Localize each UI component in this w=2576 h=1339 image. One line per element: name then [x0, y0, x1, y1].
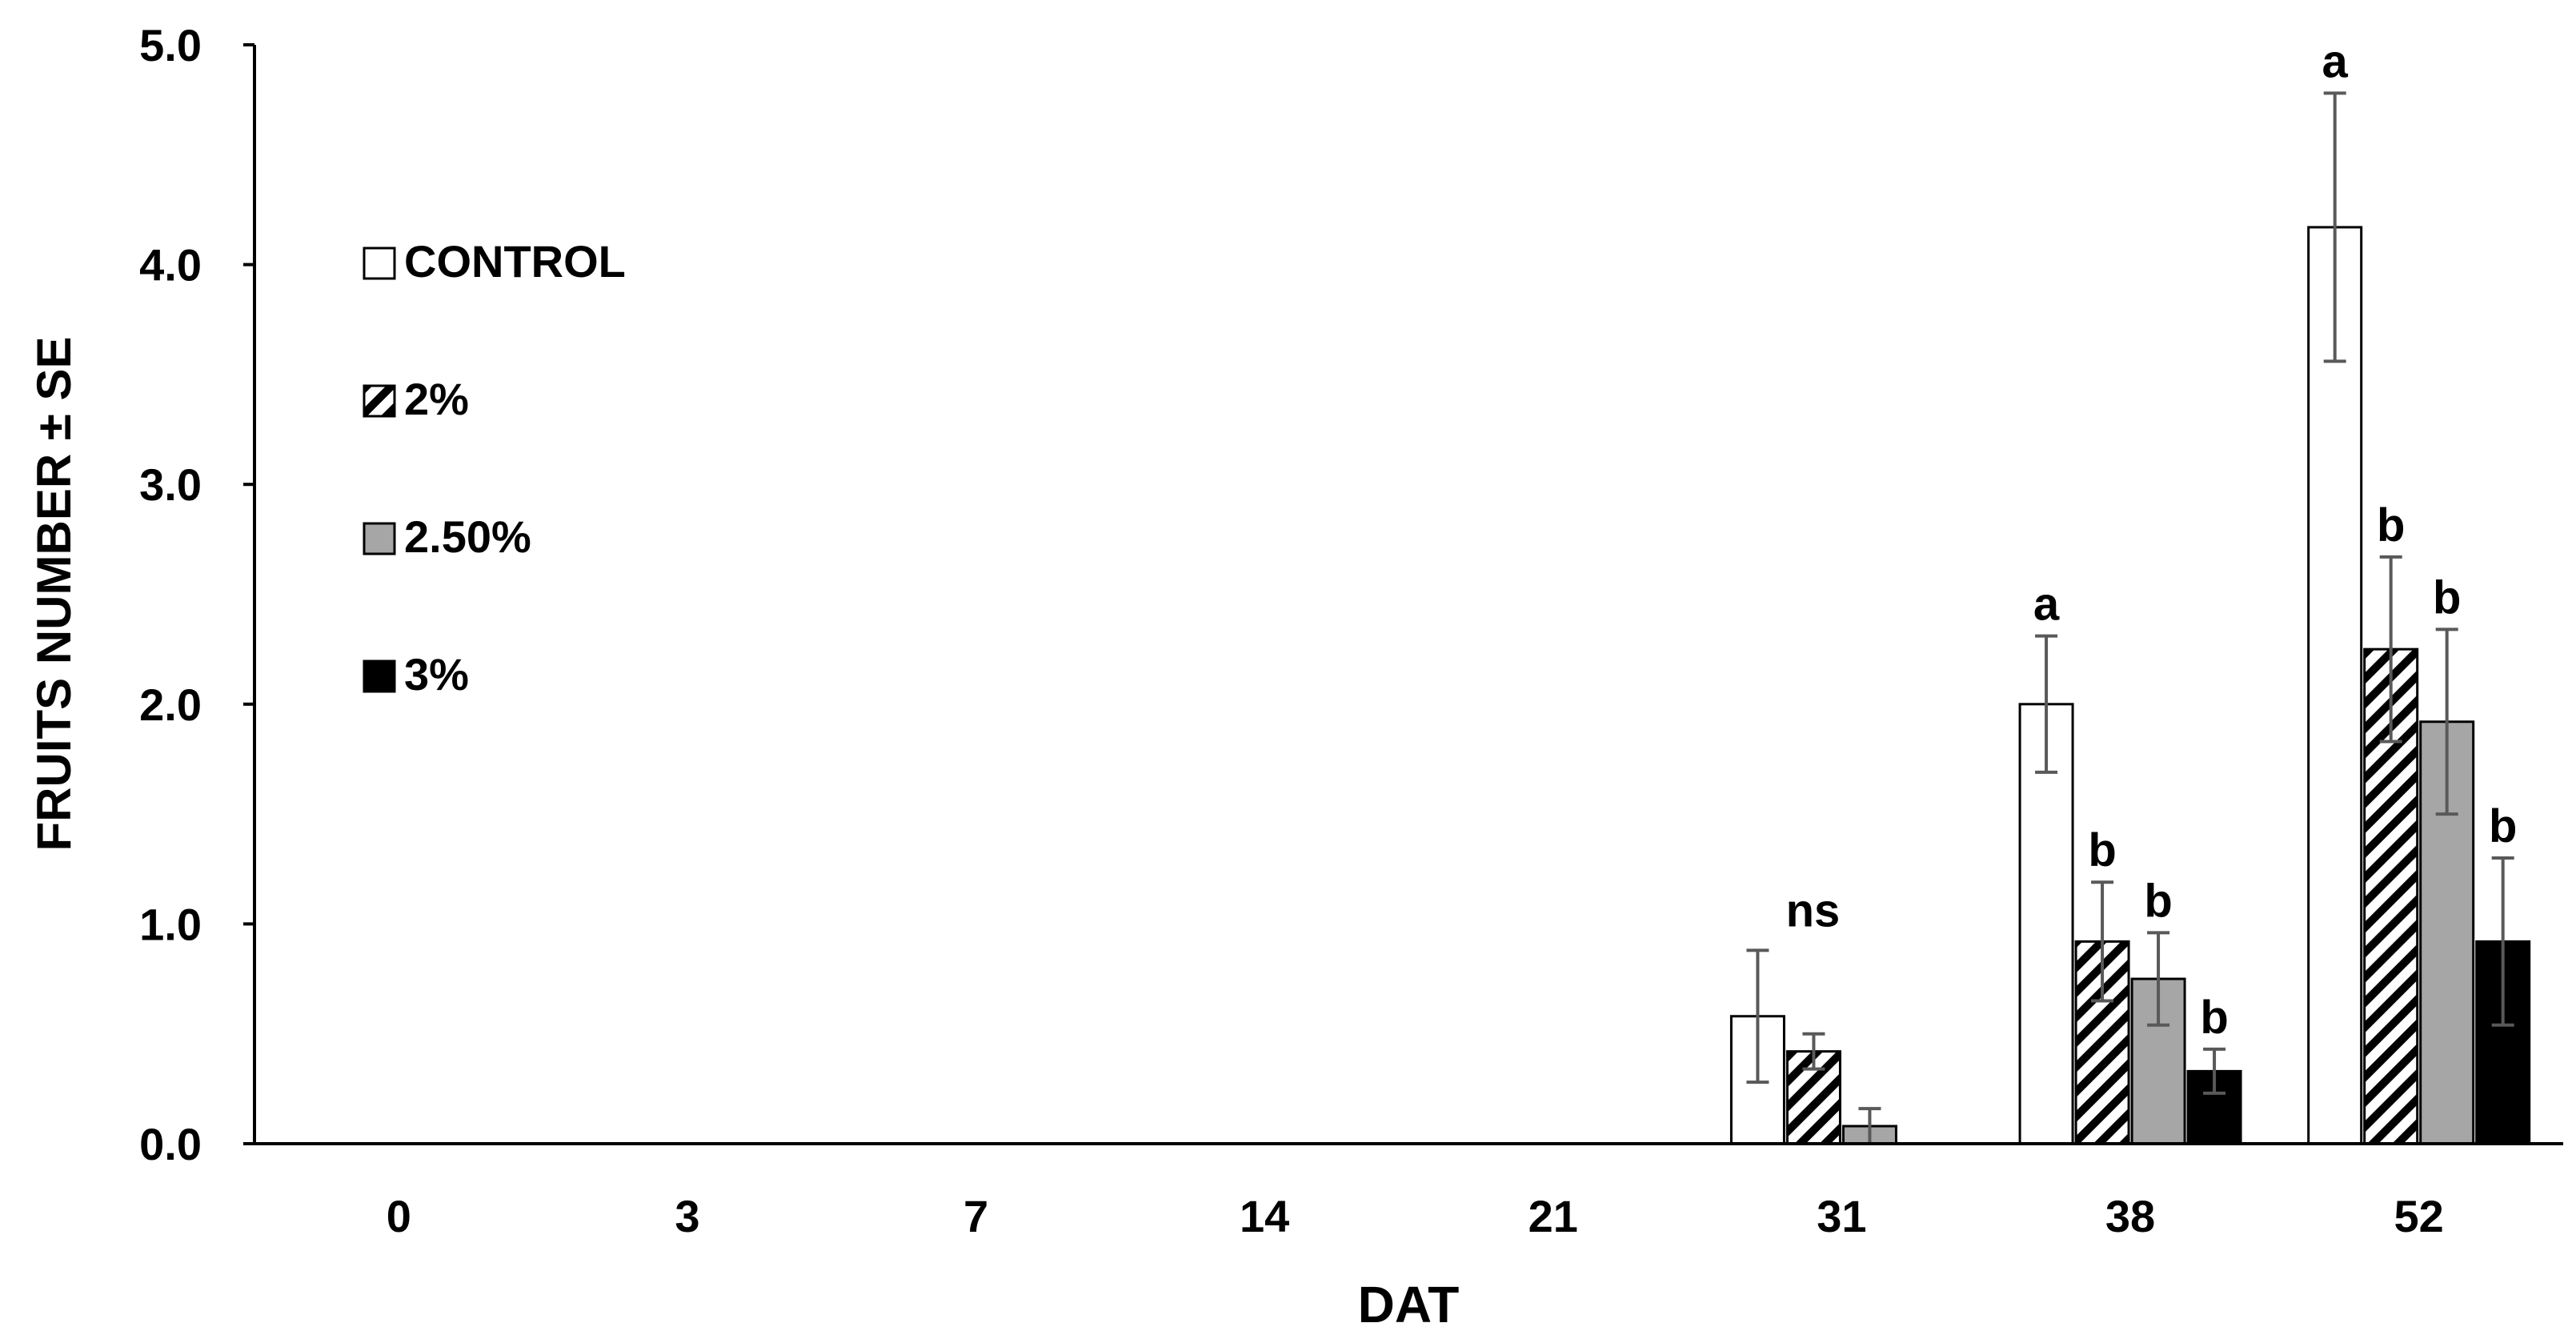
- y-tick-label: 1.0: [139, 899, 202, 949]
- y-tick-label: 4.0: [139, 240, 202, 291]
- legend: CONTROL 2% 2.50% 3%: [363, 236, 626, 700]
- bar-CONTROL-38: [2018, 703, 2074, 1145]
- x-tick-label: 3: [675, 1191, 699, 1241]
- y-tick-label: 0.0: [139, 1119, 202, 1169]
- legend-label: 2%: [404, 374, 469, 424]
- significance-label: b: [2144, 875, 2172, 927]
- legend-label: CONTROL: [404, 236, 626, 287]
- x-tick-label: 52: [2394, 1191, 2444, 1241]
- bar-CONTROL-52: [2307, 226, 2363, 1145]
- y-tick-label: 2.0: [139, 680, 202, 730]
- legend-swatch-2%: [363, 384, 396, 418]
- x-tick-label: 31: [1817, 1191, 1866, 1241]
- significance-label: b: [2489, 800, 2517, 852]
- y-tick-label: 3.0: [139, 459, 202, 510]
- bars: [1729, 226, 2531, 1145]
- x-tick-label: 7: [963, 1191, 988, 1241]
- x-tick-label: 14: [1240, 1191, 1289, 1241]
- significance-label: ns: [1786, 884, 1841, 936]
- x-tick-label: 38: [2105, 1191, 2155, 1241]
- significance-label: b: [2200, 992, 2228, 1044]
- x-tick-label: 21: [1528, 1191, 1578, 1241]
- legend-label: 3%: [404, 649, 469, 700]
- legend-swatch-CONTROL: [363, 247, 396, 280]
- y-tick-label: 5.0: [139, 20, 202, 70]
- x-tick-label: 0: [387, 1191, 411, 1241]
- significance-label: a: [2033, 579, 2060, 631]
- significance-label: b: [2377, 499, 2405, 551]
- legend-swatch-3%: [363, 659, 396, 693]
- x-axis-title: DAT: [1358, 1276, 1460, 1333]
- x-axis-ticks: 0 3 7 14 21 31 38 52: [387, 1191, 2444, 1241]
- legend-label: 2.50%: [404, 511, 531, 562]
- significance-label: b: [2433, 571, 2461, 623]
- y-axis-title: FRUITS NUMBER ± SE: [27, 337, 81, 852]
- significance-label: a: [2322, 35, 2349, 87]
- legend-swatch-2.50%: [363, 522, 396, 555]
- error-bars: [1746, 91, 2514, 1145]
- y-axis-ticks: 0.0 1.0 2.0 3.0 4.0 5.0: [139, 20, 254, 1169]
- significance-label: b: [2088, 824, 2116, 876]
